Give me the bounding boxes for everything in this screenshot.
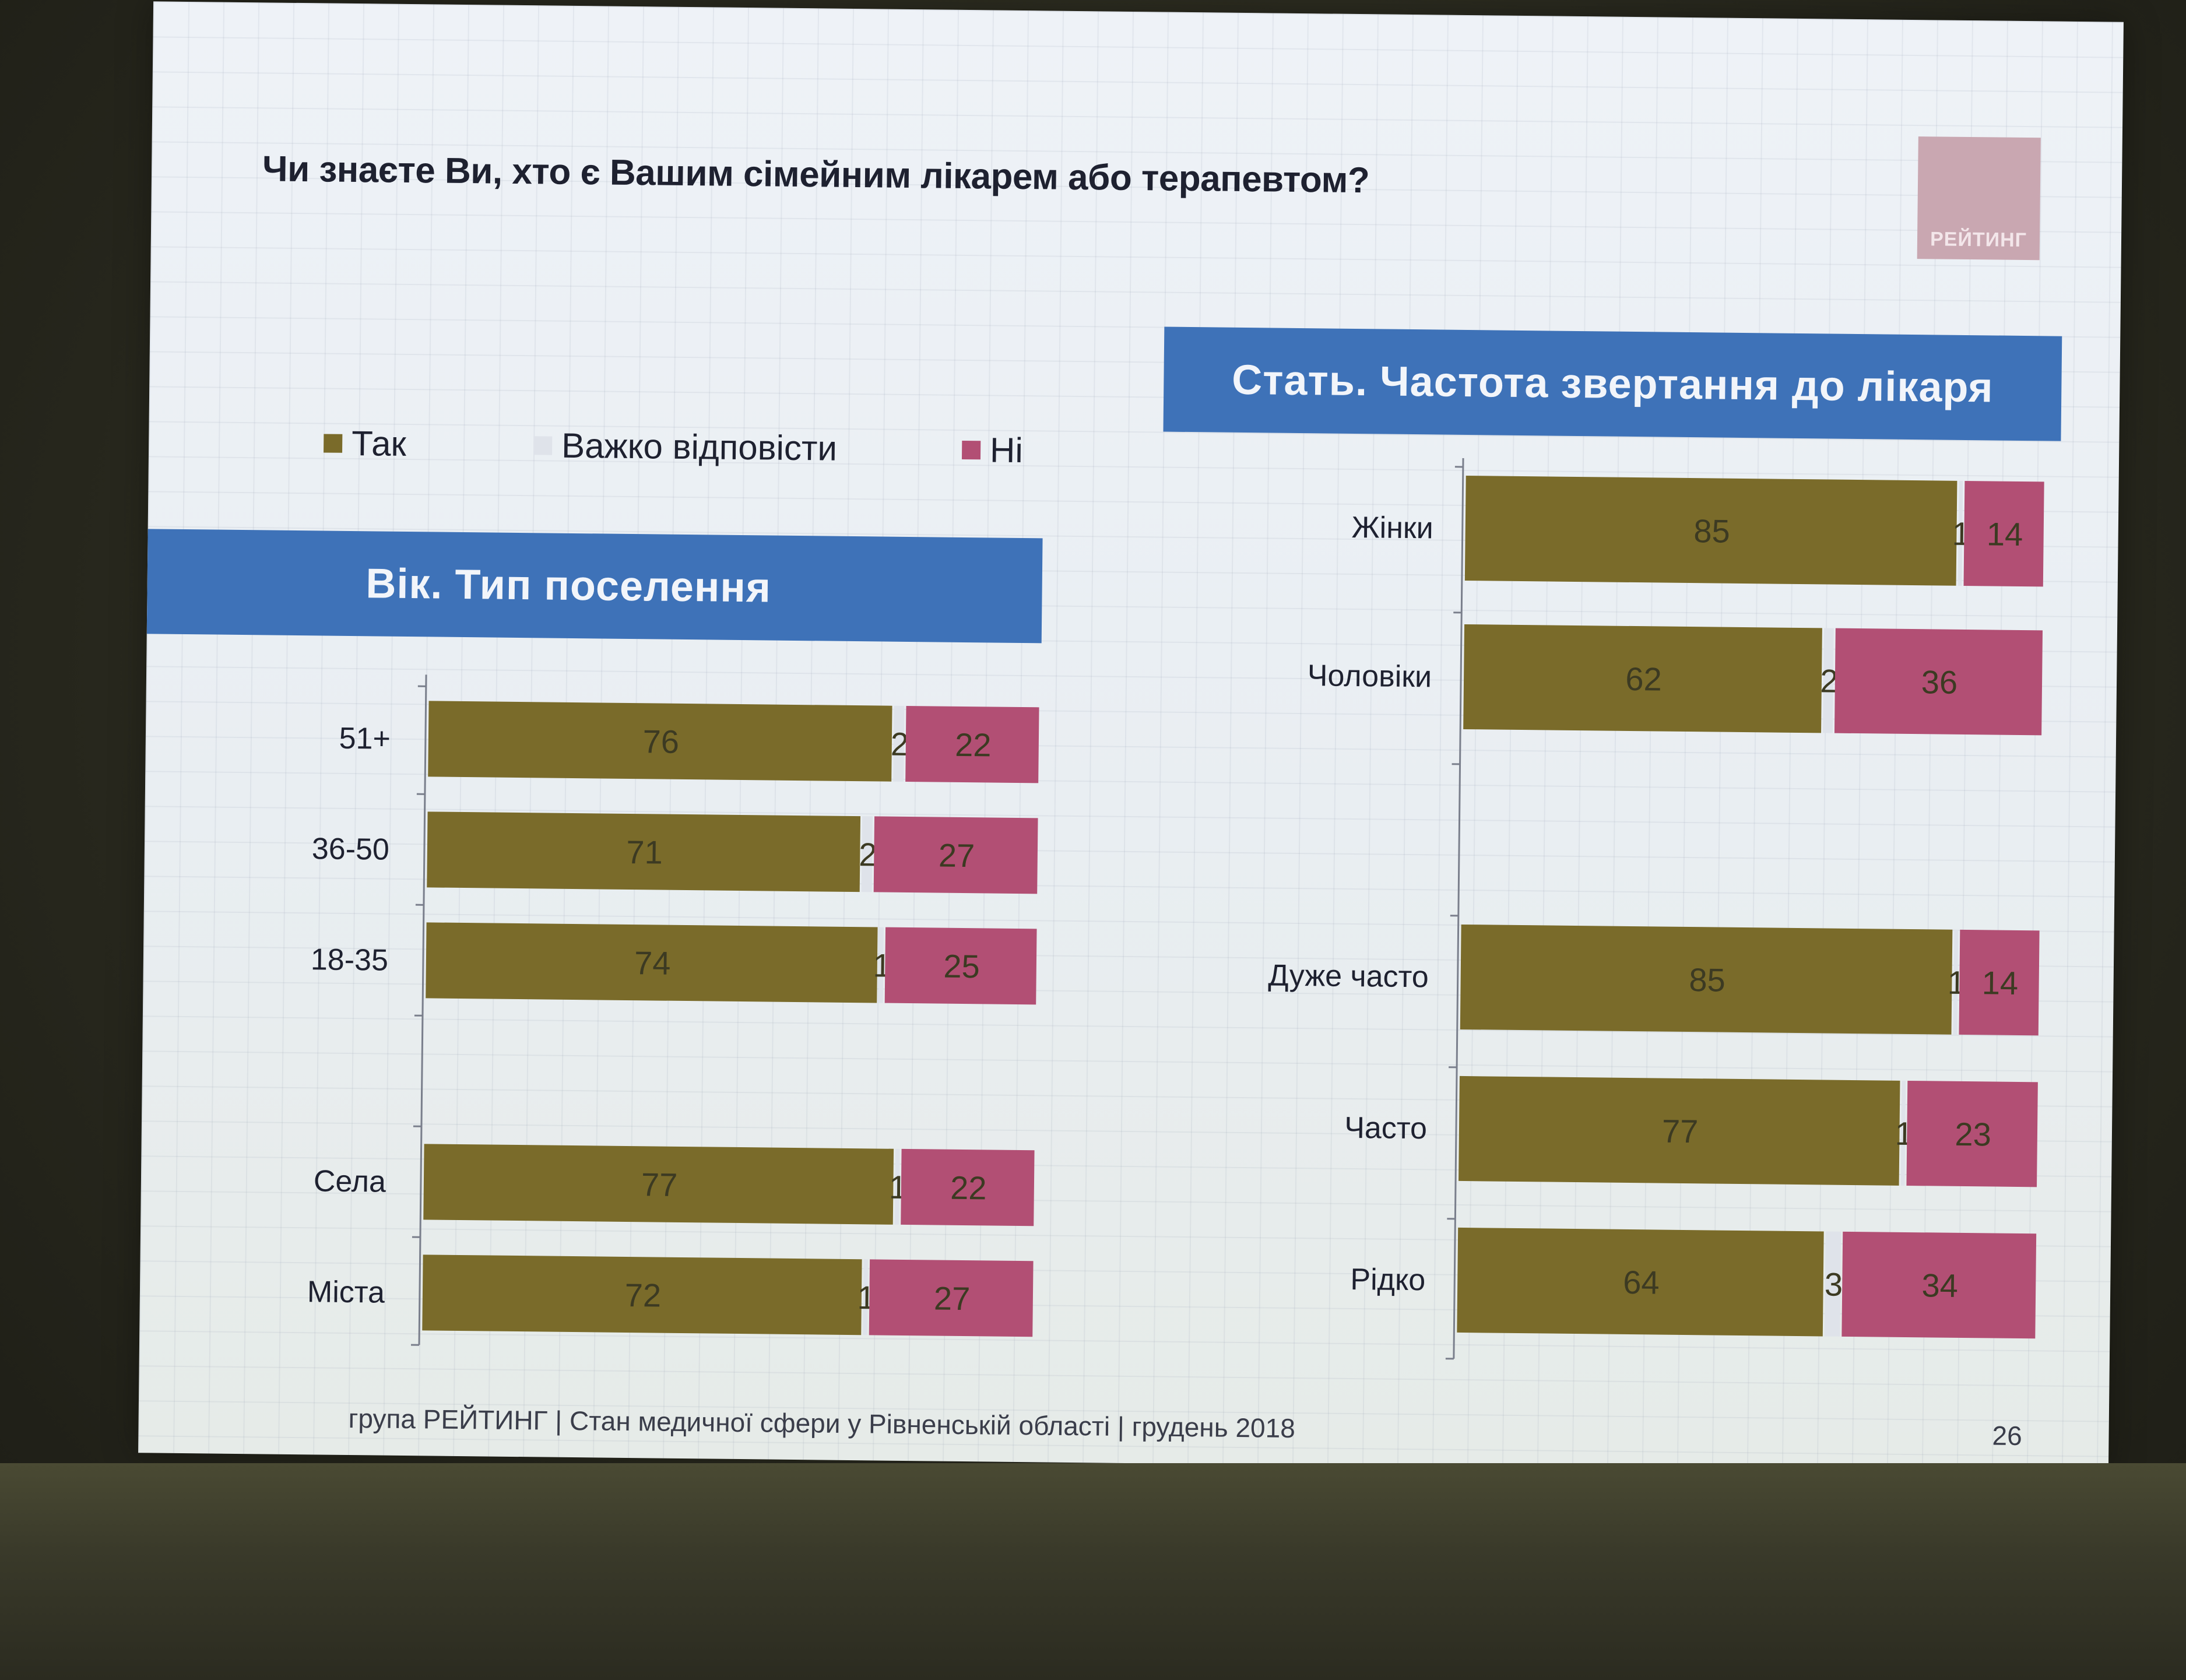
chart-0-bar-hard (893, 705, 905, 782)
chart-1-bar-yes (1458, 1076, 1900, 1186)
chart-0-value-label: 22 (950, 1169, 987, 1207)
chart-0-bar-yes (422, 1254, 862, 1335)
chart-1-value-label: 14 (1987, 515, 2023, 553)
chart-1-bar-no (1841, 1231, 2037, 1339)
chart-0-category-label: 18-35 (311, 943, 389, 977)
chart-1-bar-yes (1464, 475, 1957, 586)
chart-1-bar-no (1906, 1080, 2038, 1187)
chart-1-category-label: Жінки (1351, 511, 1433, 545)
chart-0-value-label: 77 (641, 1166, 678, 1203)
chart-0-bar-hard (894, 1148, 900, 1225)
chart-0-category-label: Села (314, 1164, 386, 1199)
chart-1-bar-no (1834, 628, 2043, 736)
page-number: 26 (1992, 1420, 2022, 1451)
chart-0-value-label: 76 (642, 723, 679, 760)
chart-1-category-label: Чоловіки (1308, 659, 1432, 694)
chart-0-bar-yes (427, 811, 861, 892)
chart-0-category-label: Міста (307, 1275, 385, 1309)
chart-0-category-label: 51+ (339, 722, 391, 756)
chart-0-value-label: 27 (939, 837, 975, 874)
chart-1-bar-hard (1957, 480, 1963, 586)
chart-1-value-label: 85 (1693, 512, 1730, 550)
chart-1-value-label: 14 (1982, 964, 2019, 1001)
chart-1-bar-hard (1953, 929, 1959, 1035)
chart-0-bar-no (873, 816, 1038, 894)
room-floor (0, 1463, 2186, 1680)
chart-0-bar-yes (426, 922, 878, 1003)
chart-0-value-label: 27 (934, 1280, 971, 1317)
chart-0-bar-yes (423, 1144, 894, 1225)
chart-1-value-label: 23 (1955, 1116, 1991, 1153)
chart-1-bar-yes (1463, 624, 1822, 733)
chart-1-value-label: 3 (1825, 1266, 1843, 1303)
chart-0-axis (418, 674, 427, 1345)
chart-1-bar-hard (1823, 628, 1834, 733)
chart-0-value-label: 72 (624, 1277, 661, 1314)
slide: Чи знаєте Ви, хто є Вашим сімейним лікар… (138, 1, 2124, 1474)
chart-1-bar-no (1959, 929, 2040, 1036)
chart-1-bar-yes (1460, 924, 1953, 1035)
chart-1-bar-hard (1824, 1231, 1841, 1337)
chart-0-value-label: 25 (943, 948, 980, 985)
chart-0-bar-no (869, 1259, 1034, 1337)
chart-1-bar-no (1963, 480, 2044, 587)
chart-0-bar-yes (428, 701, 892, 782)
chart-1-category-label: Дуже часто (1268, 958, 1429, 994)
chart-1-value-label: 36 (1921, 663, 1957, 701)
chart-0-bar-hard (861, 816, 873, 892)
chart-1-category-label: Часто (1344, 1111, 1427, 1145)
chart-0-bar-hard (863, 1259, 869, 1335)
chart-1-value-label: 34 (1921, 1267, 1958, 1304)
chart-1-bar-hard (1900, 1080, 1906, 1186)
chart-1-value-label: 62 (1625, 660, 1662, 698)
chart-1-axis (1453, 458, 1464, 1359)
chart-1-value-label: 85 (1689, 961, 1725, 999)
chart-0-bar-hard (878, 927, 884, 1003)
chart-1-value-label: 64 (1623, 1264, 1660, 1301)
chart-0-bar-no (884, 927, 1037, 1005)
chart-0-value-label: 22 (955, 726, 992, 764)
chart-0-value-label: 71 (626, 834, 663, 871)
chart-0-bar-no (905, 705, 1039, 783)
chart-0-bar-no (901, 1148, 1035, 1226)
chart-0-value-label: 74 (634, 944, 671, 982)
chart-1-value-label: 77 (1662, 1113, 1699, 1150)
chart-0-category-label: 36-50 (312, 832, 390, 866)
chart-1-category-label: Рідко (1350, 1263, 1425, 1297)
chart-1-bar-yes (1457, 1227, 1824, 1337)
